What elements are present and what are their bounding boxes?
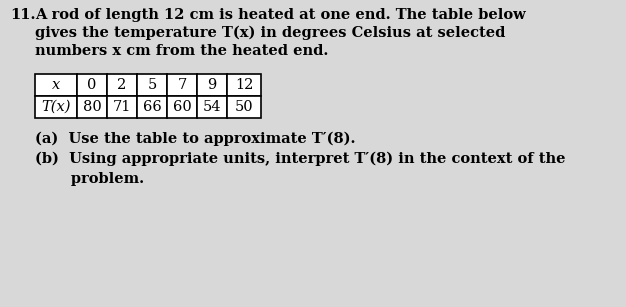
Text: 0: 0 (87, 78, 96, 92)
Bar (197, 74, 227, 96)
Text: x: x (52, 78, 60, 92)
Text: 5: 5 (147, 78, 156, 92)
Bar (35, 74, 77, 96)
Text: gives the temperature T(x) in degrees Celsius at selected: gives the temperature T(x) in degrees Ce… (35, 26, 505, 41)
Text: 60: 60 (173, 100, 192, 114)
Text: 12: 12 (235, 78, 253, 92)
Text: 50: 50 (235, 100, 254, 114)
Text: 2: 2 (118, 78, 126, 92)
Bar (77, 74, 107, 96)
Bar (35, 96, 77, 118)
Text: 80: 80 (83, 100, 101, 114)
Text: 71: 71 (113, 100, 131, 114)
Bar (227, 96, 261, 118)
Text: 9: 9 (207, 78, 217, 92)
Bar (167, 74, 197, 96)
Text: 11.: 11. (10, 8, 36, 22)
Bar (107, 74, 137, 96)
Bar (77, 96, 107, 118)
Bar (107, 96, 137, 118)
Bar (137, 96, 167, 118)
Text: 54: 54 (203, 100, 221, 114)
Text: (b)  Using appropriate units, interpret T′(8) in the context of the: (b) Using appropriate units, interpret T… (35, 152, 565, 166)
Text: T(x): T(x) (41, 100, 71, 114)
Text: (a)  Use the table to approximate T′(8).: (a) Use the table to approximate T′(8). (35, 132, 356, 146)
Text: 7: 7 (177, 78, 187, 92)
Bar (197, 96, 227, 118)
Text: 66: 66 (143, 100, 162, 114)
Bar (137, 74, 167, 96)
Bar (227, 74, 261, 96)
Text: problem.: problem. (35, 172, 144, 186)
Bar (167, 96, 197, 118)
Text: A rod of length 12 cm is heated at one end. The table below: A rod of length 12 cm is heated at one e… (35, 8, 526, 22)
Text: numbers x cm from the heated end.: numbers x cm from the heated end. (35, 44, 329, 58)
